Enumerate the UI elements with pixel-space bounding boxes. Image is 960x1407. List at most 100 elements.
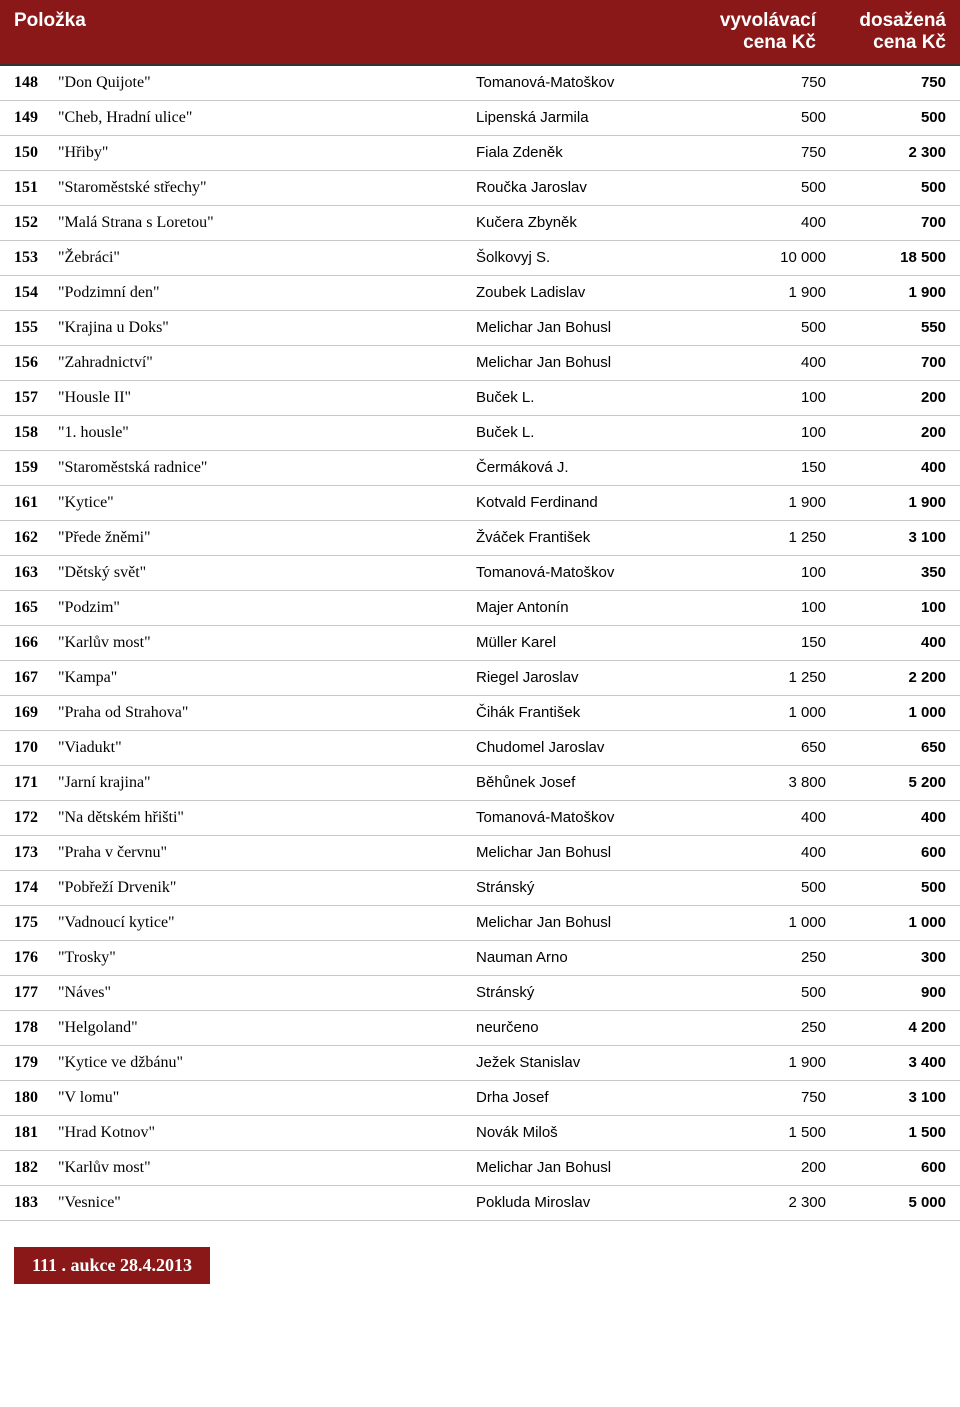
row-index: 166 xyxy=(14,634,58,652)
row-author: Lipenská Jarmila xyxy=(476,109,716,126)
row-index: 182 xyxy=(14,1159,58,1177)
row-author: Majer Antonín xyxy=(476,599,716,616)
row-index: 153 xyxy=(14,249,58,267)
table-row: 152"Malá Strana s Loretou"Kučera Zbyněk4… xyxy=(0,206,960,241)
row-title: "1. housle" xyxy=(58,424,476,442)
row-start-price: 500 xyxy=(716,109,826,126)
row-index: 181 xyxy=(14,1124,58,1142)
row-start-price: 100 xyxy=(716,599,826,616)
row-reached-price: 500 xyxy=(826,179,946,196)
row-index: 183 xyxy=(14,1194,58,1212)
row-start-price: 1 900 xyxy=(716,494,826,511)
row-author: Žváček František xyxy=(476,529,716,546)
row-start-price: 2 300 xyxy=(716,1194,826,1211)
row-author: Melichar Jan Bohusl xyxy=(476,354,716,371)
row-title: "Jarní krajina" xyxy=(58,774,476,792)
row-title: "Zahradnictví" xyxy=(58,354,476,372)
row-start-price: 200 xyxy=(716,1159,826,1176)
row-index: 177 xyxy=(14,984,58,1002)
row-author: Melichar Jan Bohusl xyxy=(476,844,716,861)
table-row: 159"Staroměstská radnice"Čermáková J.150… xyxy=(0,451,960,486)
row-author: Tomanová-Matoškov xyxy=(476,74,716,91)
row-author: Kučera Zbyněk xyxy=(476,214,716,231)
row-index: 157 xyxy=(14,389,58,407)
row-reached-price: 2 300 xyxy=(826,144,946,161)
row-index: 174 xyxy=(14,879,58,897)
row-title: "Housle II" xyxy=(58,389,476,407)
row-reached-price: 500 xyxy=(826,109,946,126)
row-author: Pokluda Miroslav xyxy=(476,1194,716,1211)
table-row: 170"Viadukt"Chudomel Jaroslav650650 xyxy=(0,731,960,766)
row-reached-price: 500 xyxy=(826,879,946,896)
row-author: Fiala Zdeněk xyxy=(476,144,716,161)
row-title: "Pobřeží Drvenik" xyxy=(58,879,476,897)
row-index: 180 xyxy=(14,1089,58,1107)
row-reached-price: 1 000 xyxy=(826,914,946,931)
row-index: 178 xyxy=(14,1019,58,1037)
row-index: 156 xyxy=(14,354,58,372)
row-title: "Náves" xyxy=(58,984,476,1002)
row-start-price: 400 xyxy=(716,809,826,826)
row-start-price: 750 xyxy=(716,144,826,161)
row-author: Buček L. xyxy=(476,389,716,406)
table-row: 157"Housle II"Buček L.100200 xyxy=(0,381,960,416)
table-row: 178"Helgoland"neurčeno2504 200 xyxy=(0,1011,960,1046)
table-row: 153"Žebráci"Šolkovyj S.10 00018 500 xyxy=(0,241,960,276)
row-start-price: 650 xyxy=(716,739,826,756)
row-author: Kotvald Ferdinand xyxy=(476,494,716,511)
row-author: Nauman Arno xyxy=(476,949,716,966)
table-row: 155"Krajina u Doks"Melichar Jan Bohusl50… xyxy=(0,311,960,346)
row-title: "Vadnoucí kytice" xyxy=(58,914,476,932)
table-row: 150"Hřiby"Fiala Zdeněk7502 300 xyxy=(0,136,960,171)
row-title: "Kampa" xyxy=(58,669,476,687)
row-start-price: 150 xyxy=(716,634,826,651)
table-row: 169"Praha od Strahova"Čihák František1 0… xyxy=(0,696,960,731)
row-start-price: 750 xyxy=(716,74,826,91)
row-reached-price: 1 900 xyxy=(826,284,946,301)
row-title: "Hřiby" xyxy=(58,144,476,162)
row-title: "Praha v červnu" xyxy=(58,844,476,862)
row-index: 173 xyxy=(14,844,58,862)
row-title: "Staroměstské střechy" xyxy=(58,179,476,197)
row-start-price: 100 xyxy=(716,424,826,441)
row-reached-price: 400 xyxy=(826,459,946,476)
row-reached-price: 900 xyxy=(826,984,946,1001)
table-row: 179"Kytice ve džbánu"Ježek Stanislav1 90… xyxy=(0,1046,960,1081)
row-reached-price: 2 200 xyxy=(826,669,946,686)
row-title: "Žebráci" xyxy=(58,249,476,267)
row-reached-price: 700 xyxy=(826,214,946,231)
row-reached-price: 1 500 xyxy=(826,1124,946,1141)
row-start-price: 1 000 xyxy=(716,914,826,931)
row-start-price: 10 000 xyxy=(716,249,826,266)
row-title: "V lomu" xyxy=(58,1089,476,1107)
row-author: Tomanová-Matoškov xyxy=(476,809,716,826)
row-reached-price: 5 000 xyxy=(826,1194,946,1211)
table-row: 173"Praha v červnu"Melichar Jan Bohusl40… xyxy=(0,836,960,871)
row-reached-price: 750 xyxy=(826,74,946,91)
row-title: "Na dětském hřišti" xyxy=(58,809,476,827)
row-title: "Dětský svět" xyxy=(58,564,476,582)
row-index: 161 xyxy=(14,494,58,512)
row-start-price: 150 xyxy=(716,459,826,476)
table-row: 183"Vesnice"Pokluda Miroslav2 3005 000 xyxy=(0,1186,960,1221)
table-row: 149"Cheb, Hradní ulice"Lipenská Jarmila5… xyxy=(0,101,960,136)
row-start-price: 400 xyxy=(716,354,826,371)
row-index: 162 xyxy=(14,529,58,547)
table-row: 171"Jarní krajina"Běhůnek Josef3 8005 20… xyxy=(0,766,960,801)
row-title: "Kytice ve džbánu" xyxy=(58,1054,476,1072)
header-start-price: vyvolávací cena Kč xyxy=(676,10,816,54)
table-row: 181"Hrad Kotnov"Novák Miloš1 5001 500 xyxy=(0,1116,960,1151)
row-reached-price: 400 xyxy=(826,634,946,651)
row-title: "Vesnice" xyxy=(58,1194,476,1212)
auction-table: 148"Don Quijote"Tomanová-Matoškov7507501… xyxy=(0,66,960,1221)
table-row: 174"Pobřeží Drvenik"Stránský500500 xyxy=(0,871,960,906)
header-reached-line2: cena Kč xyxy=(816,32,946,54)
row-title: "Trosky" xyxy=(58,949,476,967)
row-reached-price: 600 xyxy=(826,844,946,861)
row-title: "Přede žněmi" xyxy=(58,529,476,547)
row-index: 154 xyxy=(14,284,58,302)
table-row: 177"Náves"Stránský500900 xyxy=(0,976,960,1011)
row-start-price: 500 xyxy=(716,179,826,196)
row-author: Čermáková J. xyxy=(476,459,716,476)
row-title: "Staroměstská radnice" xyxy=(58,459,476,477)
